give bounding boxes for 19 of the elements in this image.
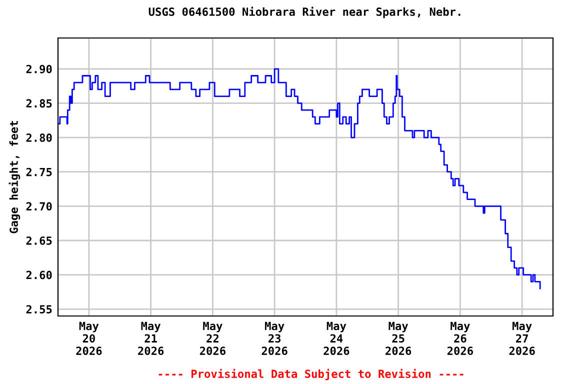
y-tick-label: 2.80 — [26, 134, 52, 142]
y-tick-label: 2.90 — [26, 64, 52, 74]
y-tick-label: 2.75 — [26, 168, 52, 176]
y-tick-label: 2.60 — [26, 270, 52, 280]
x-tick-label: May 23 2026 — [262, 322, 288, 356]
chart-title: USGS 06461500 Niobrara River near Sparks, Nebr. — [148, 6, 460, 18]
y-tick-label: 2.70 — [26, 202, 52, 211]
text: ---- Provisional Data Subject to Revision ---- — [158, 368, 464, 380]
x-tick-label: May 26 2026 — [447, 322, 473, 356]
x-tick-label: May 24 2026 — [324, 322, 350, 356]
y-tick-label: 2.85 — [26, 99, 52, 108]
y-axis-title: Gage height, feet — [8, 121, 20, 234]
x-tick-label: May 22 2026 — [200, 322, 226, 356]
x-tick-label: May 27 2026 — [509, 322, 535, 356]
x-tick-label: May 21 2026 — [138, 322, 164, 356]
y-tick-label: 2.55 — [26, 305, 52, 314]
x-tick-label: May 20 2026 — [76, 322, 102, 356]
y-tick-label: 2.65 — [26, 236, 52, 245]
x-tick-label: May 25 2026 — [386, 322, 412, 356]
